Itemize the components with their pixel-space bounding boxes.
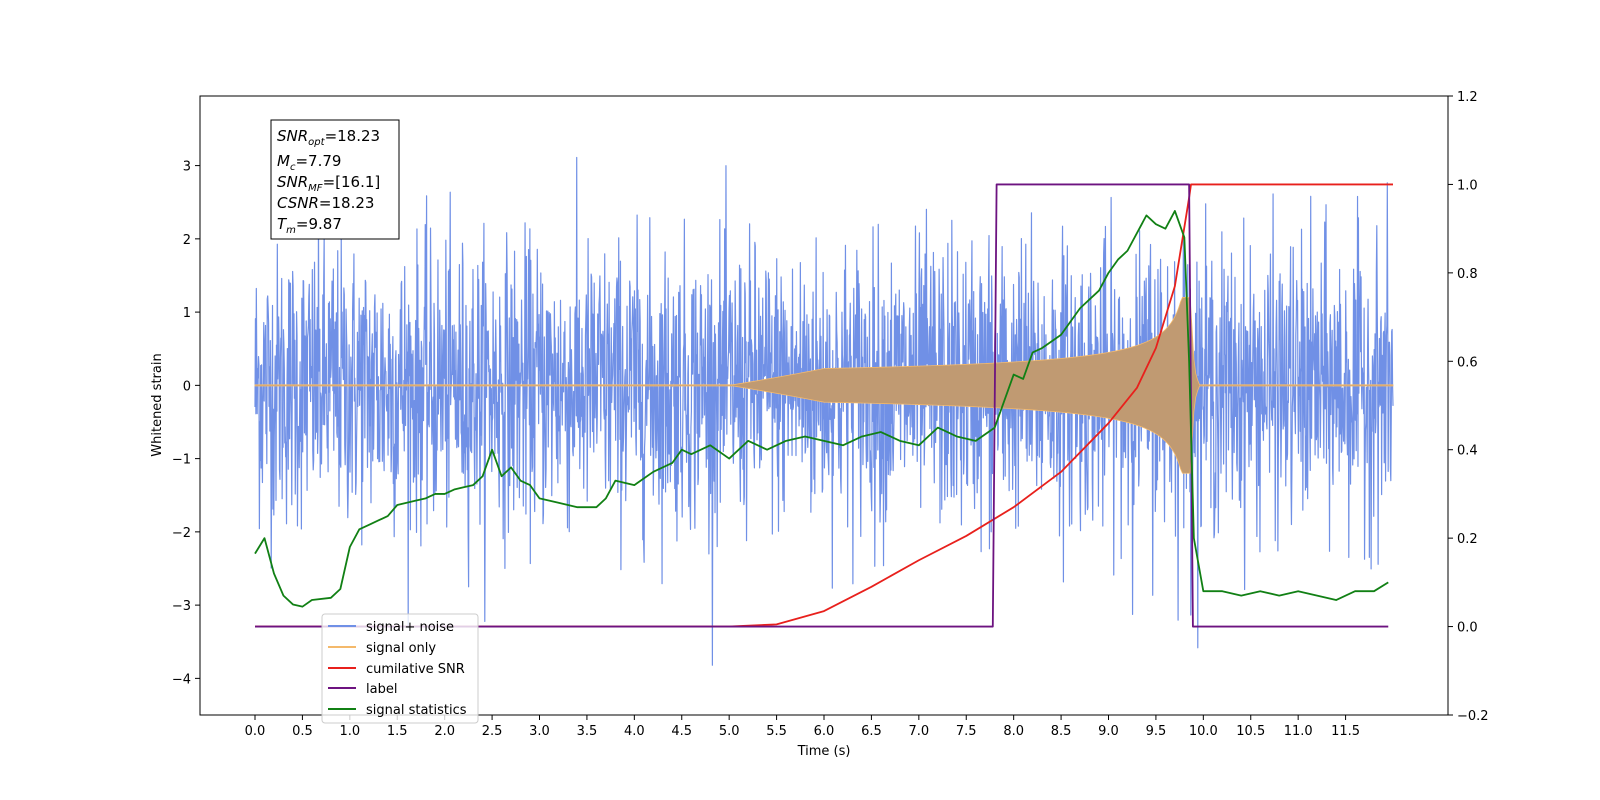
- y-axis-right: −0.2 0.0 0.2 0.4 0.6 0.8 1.0 1.2: [1448, 90, 1489, 724]
- series-layer: [254, 156, 1394, 666]
- legend-label-signal-statistics: signal statistics: [366, 703, 467, 718]
- y2-tick-label: 1.2: [1457, 90, 1478, 105]
- legend-frame: [321, 613, 479, 724]
- legend-entry-label: label: [328, 682, 397, 697]
- x-tick-label: 1.0: [339, 724, 360, 739]
- info-line-snr-mf: SNRMF=[16.1]: [277, 173, 380, 194]
- x-axis-label: Time (s): [797, 744, 851, 759]
- legend-label-label: label: [366, 682, 397, 697]
- legend-entry-signal-noise: signal+ noise: [328, 620, 454, 635]
- x-tick-label: 4.0: [624, 724, 645, 739]
- legend-label-signal-noise: signal+ noise: [366, 620, 454, 635]
- x-tick-label: 9.5: [1146, 724, 1167, 739]
- x-tick-label: 2.5: [482, 724, 503, 739]
- y2-tick-label: 0.8: [1457, 267, 1478, 282]
- legend-entry-signal-only: signal only: [328, 641, 436, 656]
- y2-tick-label: 0.2: [1457, 532, 1478, 547]
- info-line-csnr: CSNR=18.23: [277, 194, 374, 212]
- x-tick-label: 3.5: [577, 724, 598, 739]
- series-label: [255, 183, 1389, 628]
- y-tick-label: −3: [172, 599, 191, 614]
- y2-tick-label: 0.4: [1457, 444, 1478, 459]
- x-tick-label: 0.5: [292, 724, 313, 739]
- y-tick-label: −2: [172, 526, 191, 541]
- x-tick-label: 7.0: [908, 724, 929, 739]
- info-box: SNRopt=18.23 Mc=7.79 SNRMF=[16.1] CSNR=1…: [270, 119, 400, 240]
- x-tick-label: 1.5: [387, 724, 408, 739]
- y2-tick-label: 0.6: [1457, 355, 1478, 370]
- info-line-tm: Tm=9.87: [277, 215, 342, 236]
- y-tick-label: 0: [183, 379, 191, 394]
- series-cumulative-snr: [255, 183, 1393, 628]
- legend-label-signal-only: signal only: [366, 641, 436, 656]
- x-tick-label: 3.0: [529, 724, 550, 739]
- y2-tick-label: 0.0: [1457, 621, 1478, 636]
- x-tick-label: 10.0: [1189, 724, 1218, 739]
- y2-tick-label: −0.2: [1457, 709, 1489, 724]
- x-tick-label: 8.0: [1003, 724, 1024, 739]
- x-tick-label: 8.5: [1051, 724, 1072, 739]
- x-tick-label: 4.5: [671, 724, 692, 739]
- y-tick-label: −4: [172, 672, 191, 687]
- legend-entry-signal-statistics: signal statistics: [328, 703, 467, 718]
- x-tick-label: 7.5: [956, 724, 977, 739]
- series-signal-statistics: [254, 210, 1389, 608]
- x-tick-label: 6.0: [814, 724, 835, 739]
- x-tick-label: 2.0: [434, 724, 455, 739]
- y-tick-label: 1: [183, 306, 191, 321]
- x-tick-label: 5.0: [719, 724, 740, 739]
- info-line-mc: Mc=7.79: [277, 152, 341, 173]
- x-tick-label: 0.0: [245, 724, 266, 739]
- x-axis: 0.0 0.5 1.0 1.5 2.0 2.5 3.0 3.5 4.0 4.5 5.0 5.5 6.0 6…: [245, 715, 1360, 739]
- series-signal-only: [254, 297, 1394, 474]
- x-tick-label: 10.5: [1236, 724, 1265, 739]
- x-tick-label: 11.5: [1331, 724, 1360, 739]
- y-tick-label: 3: [183, 160, 191, 175]
- x-tick-label: 6.5: [861, 724, 882, 739]
- y-axis-label: Whitened strain: [150, 353, 165, 456]
- legend-label-cumulative-snr: cumilative SNR: [366, 662, 465, 677]
- y2-tick-label: 1.0: [1457, 178, 1478, 193]
- x-tick-label: 5.5: [766, 724, 787, 739]
- x-tick-label: 9.0: [1098, 724, 1119, 739]
- info-line-snr-opt: SNRopt=18.23: [277, 127, 380, 148]
- y-tick-label: −1: [172, 453, 191, 468]
- y-axis-left: −4 −3 −2 −1 0 1 2 3: [172, 160, 200, 687]
- y-tick-label: 2: [183, 233, 191, 248]
- legend: signal+ noise signal only cumilative SNR…: [321, 613, 479, 724]
- x-tick-label: 11.0: [1284, 724, 1313, 739]
- info-box-frame: [270, 119, 400, 240]
- series-signal-noise: [254, 156, 1394, 666]
- legend-entry-cumulative-snr: cumilative SNR: [328, 662, 465, 677]
